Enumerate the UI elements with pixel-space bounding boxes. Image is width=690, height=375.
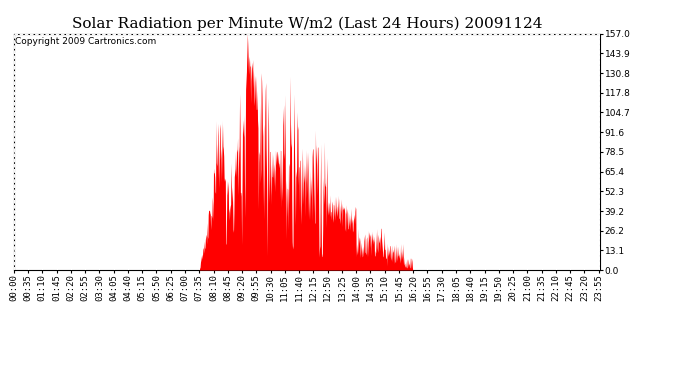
Text: Copyright 2009 Cartronics.com: Copyright 2009 Cartronics.com xyxy=(15,37,156,46)
Title: Solar Radiation per Minute W/m2 (Last 24 Hours) 20091124: Solar Radiation per Minute W/m2 (Last 24… xyxy=(72,17,542,31)
